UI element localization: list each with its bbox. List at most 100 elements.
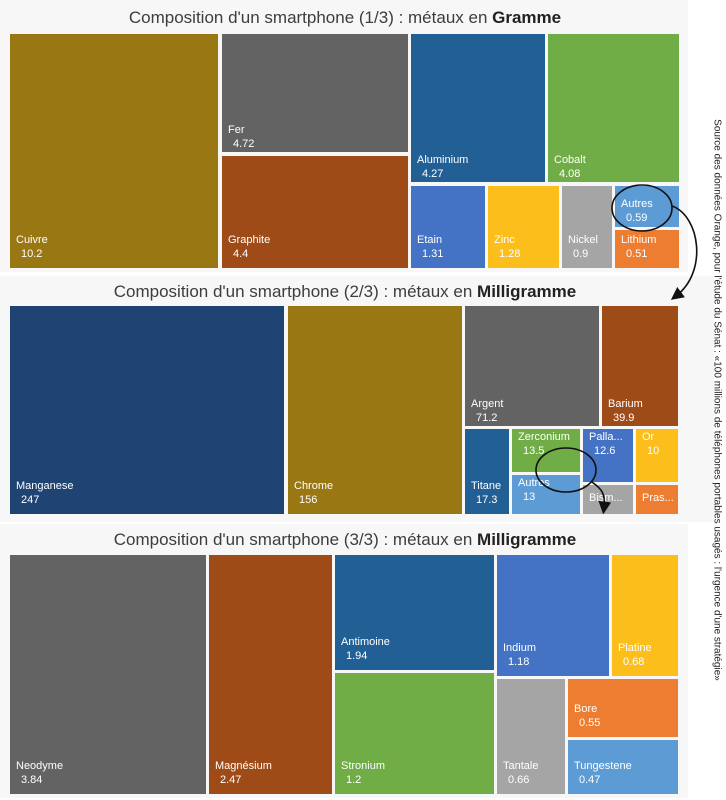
- treemap-tile-manganese-2: Manganese 247: [10, 306, 284, 514]
- tile-value: 1.2: [346, 774, 362, 786]
- treemap-tile-tantale-3: Tantale 0.66: [497, 679, 565, 794]
- chart-1-title-unit: Gramme: [492, 8, 562, 27]
- tile-value: 2.47: [220, 774, 242, 786]
- tile-value: 39.9: [613, 412, 635, 424]
- tile-value: 156: [299, 494, 318, 506]
- treemap-tile-autres-2: Autres 13: [512, 475, 580, 514]
- tile-label: Manganese: [16, 480, 74, 492]
- treemap-tile-magn-sium-3: Magnésium 2.47: [209, 555, 332, 794]
- tile-value: 13: [523, 491, 536, 503]
- callout-arrow-2: [591, 481, 612, 515]
- chart-1-title-prefix: Composition d'un smartphone (1/3) : méta…: [128, 8, 493, 27]
- treemap-tile-cuivre-1: Cuivre 10.2: [10, 34, 218, 268]
- tile-label: Or: [642, 431, 655, 443]
- tile-label: Antimoine: [341, 636, 390, 648]
- tile-value: 17.3: [476, 494, 498, 506]
- treemap-tile-palla-2: Palla... 12.6: [583, 429, 633, 482]
- tile-value: 71.2: [476, 412, 498, 424]
- treemap-tile-bore-3: Bore 0.55: [568, 679, 678, 737]
- tile-value: 0.59: [626, 212, 648, 224]
- tile-value: 4.27: [422, 168, 444, 180]
- tile-label: Cuivre: [16, 234, 48, 246]
- treemap-tile-argent-2: Argent 71.2: [465, 306, 599, 426]
- tile-value: 4.4: [233, 248, 249, 260]
- tile-value: 12.6: [594, 445, 616, 457]
- tile-value: 0.51: [626, 248, 648, 260]
- tile-label: Palla...: [589, 431, 623, 443]
- tile-label: Fer: [228, 124, 245, 136]
- callout-circle-2: [535, 447, 597, 493]
- chart-2-title-prefix: Composition d'un smartphone (2/3) : méta…: [113, 282, 478, 301]
- treemap-tile-cobalt-1: Cobalt 4.08: [548, 34, 679, 182]
- callout-circle-1: [611, 184, 673, 232]
- treemap-tile-zerconium-2: Zerconium 13.5: [512, 429, 580, 472]
- treemap-tile-titane-2: Titane 17.3: [465, 429, 509, 514]
- tile-value: 3.84: [21, 774, 43, 786]
- tile-label: Magnésium: [215, 760, 272, 772]
- tile-label: Tungestene: [574, 760, 632, 772]
- chart-1-title: Composition d'un smartphone (1/3) : méta…: [0, 8, 690, 28]
- treemap-tile-lithium-1: Lithium 0.51: [615, 230, 679, 268]
- tile-value: 1.28: [499, 248, 521, 260]
- tile-value: 10: [647, 445, 660, 457]
- tile-value: 4.72: [233, 138, 255, 150]
- tile-value: 4.08: [559, 168, 581, 180]
- treemap-tile-indium-3: Indium 1.18: [497, 555, 609, 676]
- chart-3-title: Composition d'un smartphone (3/3) : méta…: [0, 530, 690, 550]
- tile-label: Indium: [503, 642, 537, 654]
- source-note: Source des données Orange, pour l'étude …: [711, 119, 723, 681]
- chart-3-title-prefix: Composition d'un smartphone (3/3) : méta…: [113, 530, 478, 549]
- tile-label: Titane: [471, 480, 502, 492]
- tile-label: Nickel: [568, 234, 598, 246]
- tile-value: 1.18: [508, 656, 530, 668]
- callout-arrow-1: [670, 205, 698, 300]
- tile-value: 1.31: [422, 248, 444, 260]
- treemap-tile-platine-3: Platine 0.68: [612, 555, 678, 676]
- tile-label: Zerconium: [518, 431, 570, 443]
- tile-label: Aluminium: [417, 154, 469, 166]
- tile-label: Bore: [574, 703, 598, 715]
- treemap-tile-nickel-1: Nickel 0.9: [562, 186, 612, 268]
- treemap-tile-pras-2: Pras...: [636, 485, 678, 514]
- treemap-tile-stronium-3: Stronium 1.2: [335, 673, 494, 794]
- treemap-tile-tungestene-3: Tungestene 0.47: [568, 740, 678, 794]
- tile-label: Chrome: [294, 480, 334, 492]
- tile-label: Argent: [471, 398, 504, 410]
- tile-label: Tantale: [503, 760, 539, 772]
- tile-value: 0.55: [579, 717, 601, 729]
- treemap-tile-graphite-1: Graphite 4.4: [222, 156, 408, 268]
- treemap-tile-antimoine-3: Antimoine 1.94: [335, 555, 494, 670]
- treemap-tile-fer-1: Fer 4.72: [222, 34, 408, 152]
- treemap-tile-aluminium-1: Aluminium 4.27: [411, 34, 545, 182]
- treemap-tile-etain-1: Etain 1.31: [411, 186, 485, 268]
- tile-label: Barium: [608, 398, 643, 410]
- treemap-tile-zinc-1: Zinc 1.28: [488, 186, 559, 268]
- tile-value: 10.2: [21, 248, 43, 260]
- tile-label: Autres: [518, 477, 550, 489]
- treemap-tile-chrome-2: Chrome 156: [288, 306, 462, 514]
- tile-value: 0.9: [573, 248, 589, 260]
- tile-value: 247: [21, 494, 40, 506]
- treemap-tile-neodyme-3: Neodyme 3.84: [10, 555, 206, 794]
- chart-2-title: Composition d'un smartphone (2/3) : méta…: [0, 282, 690, 302]
- tile-value: 0.47: [579, 774, 601, 786]
- treemap-tile-or-2: Or 10: [636, 429, 678, 482]
- tile-label: Etain: [417, 234, 443, 246]
- chart-2-title-unit: Milligramme: [477, 282, 577, 301]
- chart-3-title-unit: Milligramme: [477, 530, 577, 549]
- tile-label: Cobalt: [554, 154, 586, 166]
- tile-label: Pras...: [642, 492, 674, 504]
- treemap-tile-barium-2: Barium 39.9: [602, 306, 678, 426]
- tile-label: Neodyme: [16, 760, 64, 772]
- tile-label: Bism...: [589, 492, 623, 504]
- tile-value: 0.66: [508, 774, 530, 786]
- tile-value: 0.68: [623, 656, 645, 668]
- tile-label: Autres: [621, 198, 653, 210]
- tile-value: 1.94: [346, 650, 368, 662]
- tile-label: Stronium: [341, 760, 386, 772]
- tile-label: Lithium: [621, 234, 657, 246]
- tile-value: 13.5: [523, 445, 545, 457]
- tile-label: Platine: [618, 642, 652, 654]
- tile-label: Zinc: [494, 234, 515, 246]
